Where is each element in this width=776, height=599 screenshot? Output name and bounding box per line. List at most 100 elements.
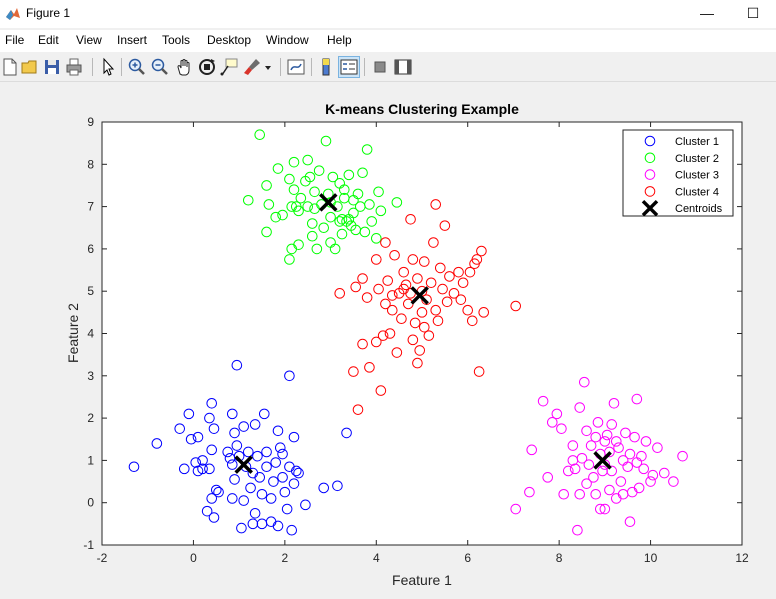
data-point bbox=[352, 188, 364, 200]
data-point bbox=[606, 465, 618, 477]
data-point bbox=[341, 427, 352, 439]
y-tick-label: 9 bbox=[87, 115, 94, 129]
data-point bbox=[556, 423, 567, 434]
x-tick-label: 8 bbox=[556, 551, 563, 565]
data-point bbox=[373, 186, 384, 198]
data-point bbox=[288, 478, 300, 489]
zoom-in-icon[interactable] bbox=[127, 57, 147, 77]
new-figure-icon[interactable] bbox=[0, 57, 20, 77]
data-point bbox=[352, 404, 364, 415]
link-plot-icon[interactable] bbox=[286, 57, 306, 77]
legend-marker bbox=[644, 135, 656, 147]
data-point bbox=[631, 393, 643, 405]
data-point bbox=[594, 503, 606, 515]
data-point bbox=[370, 336, 382, 348]
open-file-icon[interactable] bbox=[20, 57, 40, 77]
data-point bbox=[325, 211, 336, 223]
menu-desktop[interactable]: Desktop bbox=[207, 33, 252, 47]
data-point bbox=[578, 376, 590, 388]
data-point bbox=[437, 283, 448, 295]
toolbar-separator bbox=[121, 58, 122, 76]
x-tick-label: 4 bbox=[373, 551, 380, 565]
data-point bbox=[201, 505, 213, 517]
centroid-marker bbox=[593, 451, 612, 470]
y-tick-label: -1 bbox=[83, 538, 94, 552]
data-point bbox=[192, 431, 204, 443]
pan-icon[interactable] bbox=[174, 57, 194, 77]
legend-entry[interactable]: Cluster 1 bbox=[644, 135, 719, 148]
insert-colorbar-icon[interactable] bbox=[316, 57, 336, 77]
data-point bbox=[286, 524, 298, 536]
brush-dropdown-icon[interactable] bbox=[262, 57, 274, 77]
data-point bbox=[418, 321, 430, 333]
data-point bbox=[425, 277, 437, 289]
data-point bbox=[478, 307, 490, 318]
data-point bbox=[581, 478, 592, 489]
data-point bbox=[428, 237, 439, 248]
data-cursor-icon[interactable] bbox=[219, 57, 239, 77]
x-tick-label: 0 bbox=[190, 551, 197, 565]
show-plot-tools-icon[interactable] bbox=[393, 57, 413, 77]
data-point bbox=[640, 436, 652, 447]
pointer-icon[interactable] bbox=[98, 57, 118, 77]
legend-entry[interactable]: Cluster 4 bbox=[644, 186, 719, 198]
legend-entry[interactable]: Cluster 3 bbox=[644, 169, 719, 182]
legend[interactable]: Cluster 1 Cluster 2 Cluster 3 Cluster 4 Cent… bbox=[622, 129, 734, 217]
zoom-out-icon[interactable] bbox=[150, 57, 170, 77]
data-point bbox=[272, 520, 284, 532]
rotate-3d-icon[interactable] bbox=[197, 57, 217, 77]
y-tick-label: 7 bbox=[87, 200, 94, 214]
legend-entry[interactable]: Cluster 2 bbox=[644, 152, 719, 165]
data-point bbox=[284, 173, 295, 185]
series-2 bbox=[242, 129, 403, 265]
save-icon[interactable] bbox=[42, 57, 62, 77]
data-point bbox=[270, 211, 282, 223]
chart-title: K-means Clustering Example bbox=[325, 101, 519, 117]
data-point bbox=[409, 317, 421, 329]
menu-file[interactable]: File bbox=[5, 33, 25, 47]
menu-edit[interactable]: Edit bbox=[38, 33, 59, 47]
menu-window[interactable]: Window bbox=[266, 33, 309, 47]
menu-view[interactable]: View bbox=[76, 33, 102, 47]
data-point bbox=[583, 459, 595, 470]
data-point bbox=[386, 290, 398, 301]
menu-help[interactable]: Help bbox=[327, 33, 352, 47]
legend-marker bbox=[644, 152, 656, 164]
x-tick-label: 12 bbox=[735, 551, 749, 565]
data-point bbox=[574, 402, 586, 413]
data-point bbox=[389, 249, 400, 261]
data-point bbox=[382, 275, 394, 286]
data-point bbox=[601, 429, 613, 441]
data-point bbox=[558, 488, 570, 500]
data-point bbox=[430, 304, 442, 316]
figure-area: -2 0 2 4 6 8 10 12 -1 0 1 2 3 4 5 6 7 8 9 K-means Clusteri… bbox=[0, 82, 776, 594]
data-point bbox=[562, 465, 574, 477]
data-point bbox=[599, 436, 611, 447]
legend-entry[interactable]: Centroids bbox=[641, 199, 723, 217]
data-point bbox=[441, 296, 453, 308]
minimize-button[interactable]: — bbox=[700, 5, 714, 21]
legend-label: Cluster 1 bbox=[675, 136, 719, 148]
data-point bbox=[380, 298, 391, 310]
print-icon[interactable] bbox=[64, 57, 84, 77]
data-point bbox=[226, 459, 238, 470]
data-point bbox=[375, 205, 387, 217]
legend-label: Cluster 2 bbox=[675, 153, 719, 165]
maximize-button[interactable]: ☐ bbox=[746, 5, 760, 21]
data-point bbox=[231, 440, 243, 451]
data-point bbox=[277, 448, 288, 460]
hide-plot-tools-icon[interactable] bbox=[370, 57, 390, 77]
data-point bbox=[313, 165, 325, 176]
menu-insert[interactable]: Insert bbox=[117, 33, 148, 47]
data-point bbox=[652, 442, 663, 454]
data-point bbox=[192, 465, 204, 477]
data-point bbox=[466, 315, 478, 327]
insert-legend-icon[interactable] bbox=[338, 56, 360, 78]
data-point bbox=[375, 385, 387, 396]
data-point bbox=[272, 163, 284, 174]
data-point bbox=[510, 503, 522, 515]
data-point bbox=[290, 465, 302, 477]
menu-tools[interactable]: Tools bbox=[162, 33, 191, 47]
brush-icon[interactable] bbox=[242, 57, 262, 77]
